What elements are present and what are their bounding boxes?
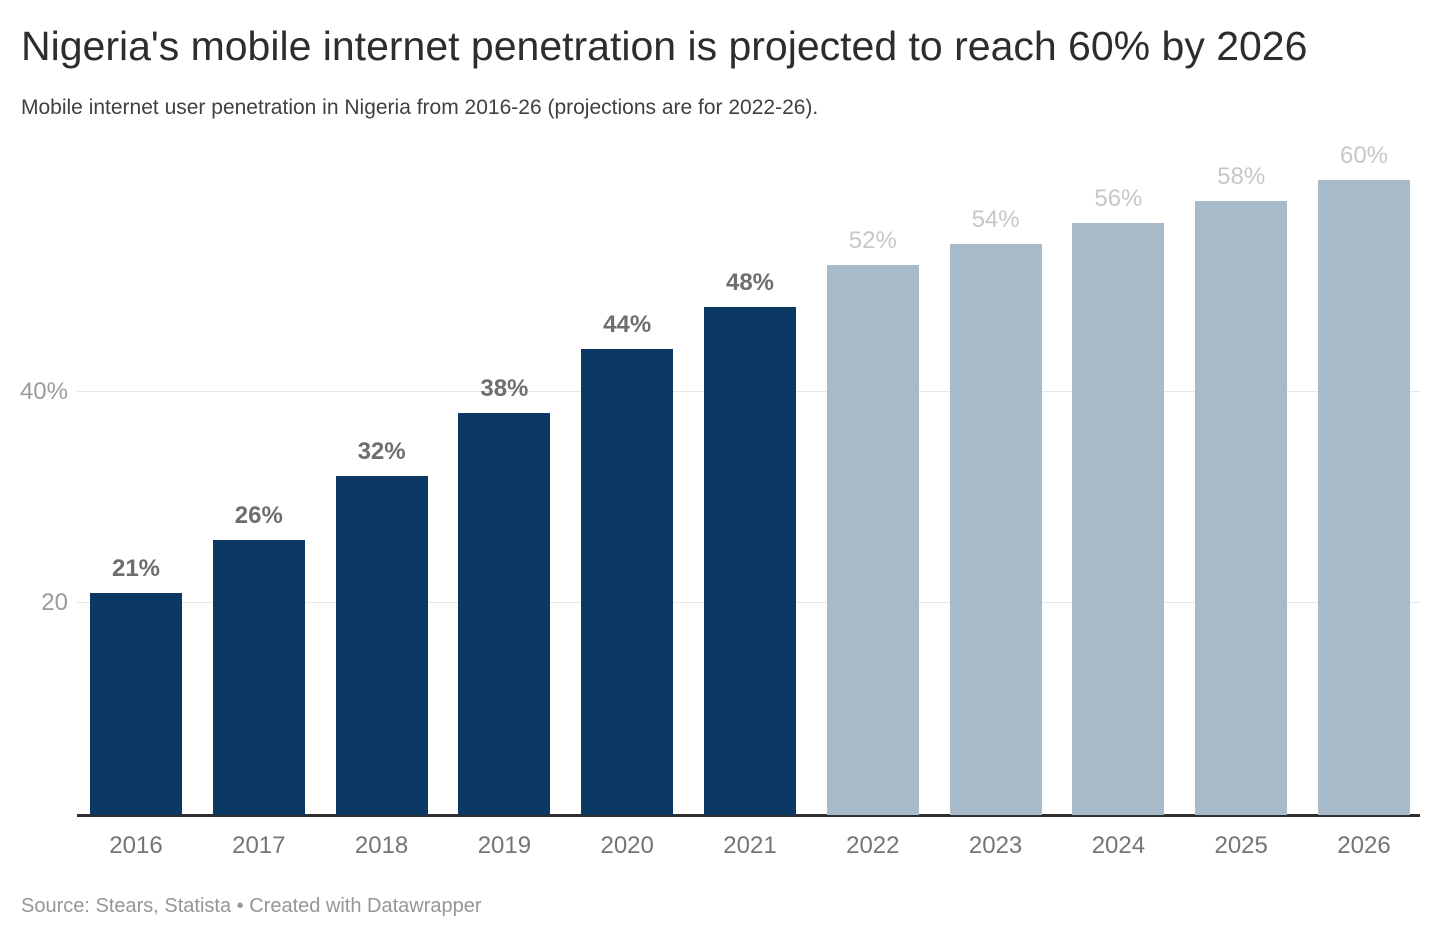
x-tick-label-2016: 2016 [109,832,163,859]
x-tick-label-2021: 2021 [723,832,777,859]
x-tick-label-2017: 2017 [232,832,286,859]
bar-2017[interactable] [212,539,305,815]
value-label-2024: 56% [1094,184,1143,212]
value-label-2016: 21% [111,554,161,582]
bar-2018[interactable] [335,476,428,815]
value-label-2026: 60% [1339,142,1389,170]
x-tick-label-2025: 2025 [1214,832,1268,859]
bar-2026[interactable] [1318,180,1410,815]
value-label-2019: 38% [480,374,529,402]
x-tick-label-2022: 2022 [846,832,900,859]
x-tick-label-2019: 2019 [477,832,532,859]
y-axis: 20 40% [0,140,68,815]
bar-2019[interactable] [458,412,551,815]
x-axis-line [77,814,1420,817]
value-label-2018: 32% [357,438,406,466]
bar-2020[interactable] [581,349,674,815]
bar-2024[interactable] [1072,222,1165,815]
bar-2023[interactable] [949,243,1042,815]
x-tick-label-2026: 2026 [1337,832,1391,859]
value-label-2022: 52% [848,226,897,254]
chart-title: Nigeria's mobile internet penetration is… [21,23,1308,69]
bar-2025[interactable] [1195,201,1288,815]
source-line: Source: Stears, Statista • Created with … [21,895,482,917]
x-tick-label-2018: 2018 [354,832,409,859]
plot-area: 21% 26% 32% 38% 44% 48% 52% 54% 56% 58% 60% [77,140,1420,815]
x-tick-label-2020: 2020 [600,832,654,859]
y-tick-label: 40% [19,377,68,405]
value-label-2021: 48% [725,269,775,297]
bar-2022[interactable] [826,264,919,815]
value-label-2023: 54% [971,205,1020,233]
bar-2021[interactable] [704,307,796,815]
x-axis: 2016 2017 2018 2019 2020 2021 2022 2023 2024 2025… [77,831,1420,863]
value-label-2025: 58% [1217,163,1266,191]
x-tick-label-2023: 2023 [968,832,1023,859]
y-tick-label: 20 [41,589,68,617]
bar-2016[interactable] [90,592,182,815]
value-label-2017: 26% [234,501,283,529]
chart-subtitle: Mobile internet user penetration in Nige… [21,96,819,119]
value-label-2020: 44% [603,311,652,339]
x-tick-label-2024: 2024 [1091,832,1146,859]
